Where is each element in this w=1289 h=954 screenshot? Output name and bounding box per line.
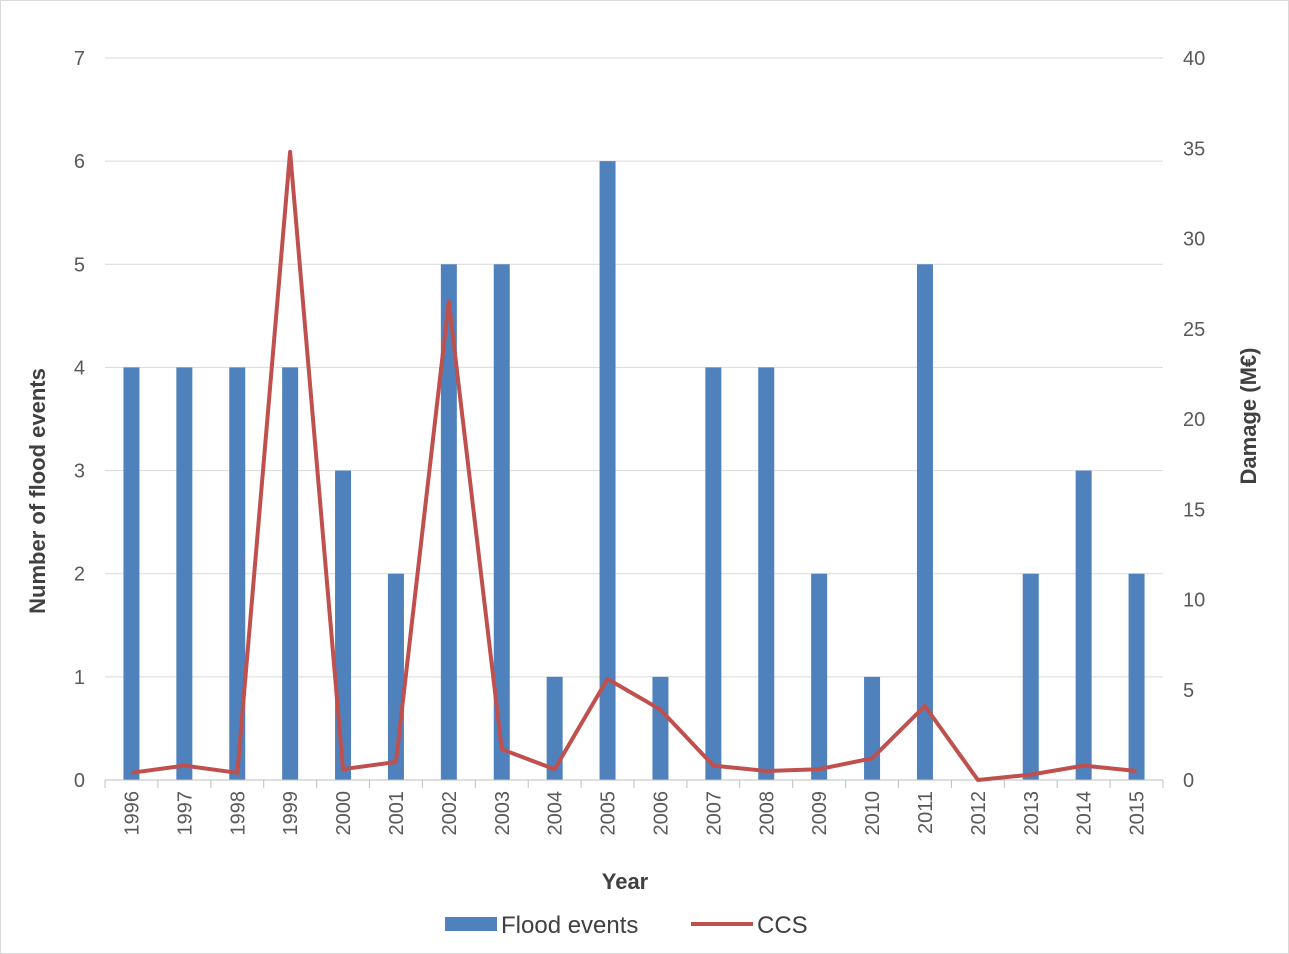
bar	[335, 470, 352, 780]
legend-label-flood-events: Flood events	[501, 912, 638, 939]
bar	[1022, 573, 1039, 780]
bar	[811, 573, 828, 780]
right-tick-label: 5	[1183, 680, 1194, 702]
bar	[599, 161, 616, 781]
right-tick-label: 0	[1183, 770, 1194, 792]
bar	[546, 676, 563, 780]
bar	[493, 264, 510, 780]
x-tick-label: 2003	[492, 791, 514, 836]
right-tick-label: 40	[1183, 48, 1205, 70]
right-tick-label: 10	[1183, 590, 1205, 612]
bar	[758, 367, 775, 780]
bar	[282, 367, 299, 780]
x-tick-label: 2014	[1074, 791, 1096, 836]
bar	[916, 264, 933, 780]
legend-swatch-flood-events	[445, 917, 497, 931]
x-tick-label: 2013	[1021, 791, 1043, 836]
legend-label-ccs: CCS	[757, 912, 808, 939]
x-tick-label: 2001	[386, 791, 408, 836]
right-axis-ticks: 0 5 10 15 20 25 30 35 40	[1183, 48, 1205, 792]
left-tick-label: 5	[74, 254, 85, 276]
x-tick-label: 2008	[756, 791, 778, 836]
x-axis-title: Year	[602, 869, 649, 894]
x-axis-ticks	[104, 780, 1164, 788]
bar	[864, 676, 881, 780]
bar	[1128, 573, 1145, 780]
x-tick-label: 2007	[703, 791, 725, 836]
bar-series-flood-events	[123, 161, 1145, 781]
gridlines	[105, 57, 1163, 678]
left-tick-label: 3	[74, 461, 85, 483]
x-tick-label: 1999	[280, 791, 302, 836]
right-tick-label: 15	[1183, 499, 1205, 521]
left-tick-label: 1	[74, 667, 85, 689]
legend: Flood events CCS	[445, 912, 808, 939]
bar	[705, 367, 722, 780]
x-tick-label: 2005	[598, 791, 620, 836]
x-tick-label: 2006	[650, 791, 672, 836]
x-tick-label: 1998	[227, 791, 249, 836]
right-tick-label: 35	[1183, 138, 1205, 160]
x-tick-label: 2015	[1127, 791, 1149, 836]
right-axis-title: Damage (M€)	[1236, 348, 1261, 485]
bar	[123, 367, 140, 780]
line-series-ccs	[131, 149, 1137, 782]
x-tick-label: 2002	[439, 791, 461, 836]
x-tick-label: 1996	[121, 791, 143, 836]
x-tick-label: 2012	[968, 791, 990, 836]
right-tick-label: 30	[1183, 229, 1205, 251]
x-tick-label: 2000	[333, 791, 355, 836]
x-tick-label: 2004	[545, 791, 567, 836]
left-tick-label: 7	[74, 48, 85, 70]
left-tick-label: 0	[74, 770, 85, 792]
bar	[652, 676, 669, 780]
left-tick-label: 2	[74, 564, 85, 586]
x-axis-tick-labels: 1996 1997 1998 1999 2000 2001 2002 2003 2004 2005…	[121, 791, 1148, 836]
bar	[176, 367, 193, 780]
x-tick-label: 2010	[862, 791, 884, 836]
bar	[440, 264, 457, 780]
left-axis-title: Number of flood events	[25, 368, 50, 614]
bar	[1075, 470, 1092, 780]
x-tick-label: 2011	[915, 791, 937, 834]
right-tick-label: 20	[1183, 409, 1205, 431]
x-tick-label: 2009	[809, 791, 831, 836]
left-tick-label: 6	[74, 151, 85, 173]
right-tick-label: 25	[1183, 319, 1205, 341]
left-axis-ticks: 0 1 2 3 4 5 6 7	[74, 48, 85, 792]
x-tick-label: 1997	[174, 791, 196, 836]
left-tick-label: 4	[74, 357, 85, 379]
bar	[229, 367, 246, 780]
